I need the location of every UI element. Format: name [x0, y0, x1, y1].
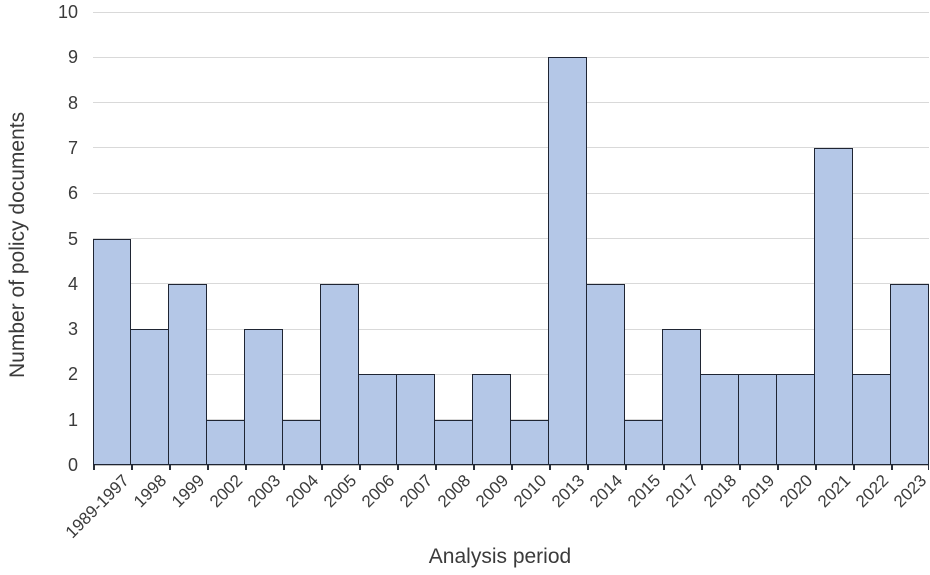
tick-mark — [245, 465, 247, 470]
bar — [661, 329, 701, 465]
bar — [737, 374, 777, 465]
x-tick-label: 2014 — [586, 471, 627, 512]
tick-mark — [853, 465, 855, 470]
tick-mark — [473, 465, 475, 470]
x-tick-label: 2010 — [510, 471, 551, 512]
bar — [281, 419, 321, 465]
bar — [699, 374, 739, 465]
bar — [395, 374, 435, 465]
tick-mark — [739, 465, 741, 470]
x-tick-label: 2017 — [662, 471, 703, 512]
tick-mark — [625, 465, 627, 470]
x-tick-label: 2004 — [282, 471, 323, 512]
y-tick-label: 5 — [67, 228, 78, 249]
tick-mark — [207, 465, 209, 470]
tick-mark — [283, 465, 285, 470]
tick-mark — [131, 465, 133, 470]
x-tick-label: 2009 — [472, 471, 513, 512]
bar — [623, 419, 663, 465]
y-tick-label: 10 — [57, 2, 78, 22]
y-tick-label: 7 — [67, 137, 78, 158]
gridline — [93, 192, 929, 194]
x-tick-label: 2002 — [206, 471, 247, 512]
x-axis-title: Analysis period — [428, 545, 572, 568]
tick-mark — [169, 465, 171, 470]
tick-mark — [93, 465, 95, 470]
tick-mark — [927, 465, 929, 470]
tick-mark — [435, 465, 437, 470]
bar — [357, 374, 397, 465]
bar — [205, 419, 245, 465]
bar — [319, 283, 359, 465]
bar — [471, 374, 511, 465]
tick-mark — [701, 465, 703, 470]
tick-mark — [777, 465, 779, 470]
tick-mark — [815, 465, 817, 470]
x-tick-label: 2003 — [244, 471, 285, 512]
gridline — [93, 56, 929, 58]
x-tick-label: 2019 — [738, 471, 779, 512]
y-tick-label: 6 — [67, 183, 78, 204]
x-tick-label: 1998 — [130, 471, 171, 512]
bar — [167, 283, 207, 465]
gridline — [93, 373, 929, 375]
gridline — [93, 283, 929, 285]
x-tick-label: 2020 — [776, 471, 817, 512]
tick-mark — [321, 465, 323, 470]
y-tick-label: 9 — [67, 47, 78, 68]
gridline — [93, 11, 929, 13]
x-tick-label: 2007 — [396, 471, 437, 512]
bar — [509, 419, 549, 465]
gridline — [93, 238, 929, 239]
bar — [889, 283, 929, 465]
y-tick-label: 1 — [67, 409, 78, 430]
x-tick-label: 2022 — [852, 471, 893, 512]
gridline — [93, 328, 929, 330]
y-tick-label: 0 — [67, 455, 78, 475]
tick-mark — [891, 465, 893, 470]
tick-mark — [663, 465, 665, 470]
tick-mark — [511, 465, 513, 470]
y-tick-label: 3 — [67, 319, 78, 340]
tick-mark — [397, 465, 399, 470]
x-tick-label: 2021 — [814, 471, 855, 512]
x-tick-label: 2008 — [434, 471, 475, 512]
bar — [851, 374, 891, 465]
x-tick-label: 2018 — [700, 471, 741, 512]
tick-mark — [587, 465, 589, 470]
x-tick-label: 2015 — [624, 471, 665, 512]
gridline — [93, 102, 929, 104]
x-tick-label: 1989-1997 — [61, 471, 133, 542]
y-tick-label: 8 — [67, 92, 78, 113]
bar — [243, 329, 283, 465]
bar — [585, 283, 625, 465]
x-tick-label: 2013 — [548, 471, 589, 512]
x-tick-label: 1999 — [168, 471, 209, 512]
x-tick-label: 2005 — [320, 471, 361, 512]
bar — [93, 238, 131, 465]
gridline — [93, 419, 929, 421]
x-tick-label: 2006 — [358, 471, 399, 512]
tick-mark — [549, 465, 551, 470]
tick-mark — [359, 465, 361, 470]
bar — [813, 147, 853, 465]
x-tick-label: 2023 — [890, 471, 930, 512]
bar — [547, 57, 587, 465]
gridline — [93, 147, 929, 149]
plot-area — [93, 11, 929, 470]
y-tick-label: 4 — [67, 273, 78, 294]
y-tick-label: 2 — [67, 364, 78, 385]
bar — [433, 419, 473, 465]
bar — [775, 374, 815, 465]
bar — [129, 329, 169, 465]
